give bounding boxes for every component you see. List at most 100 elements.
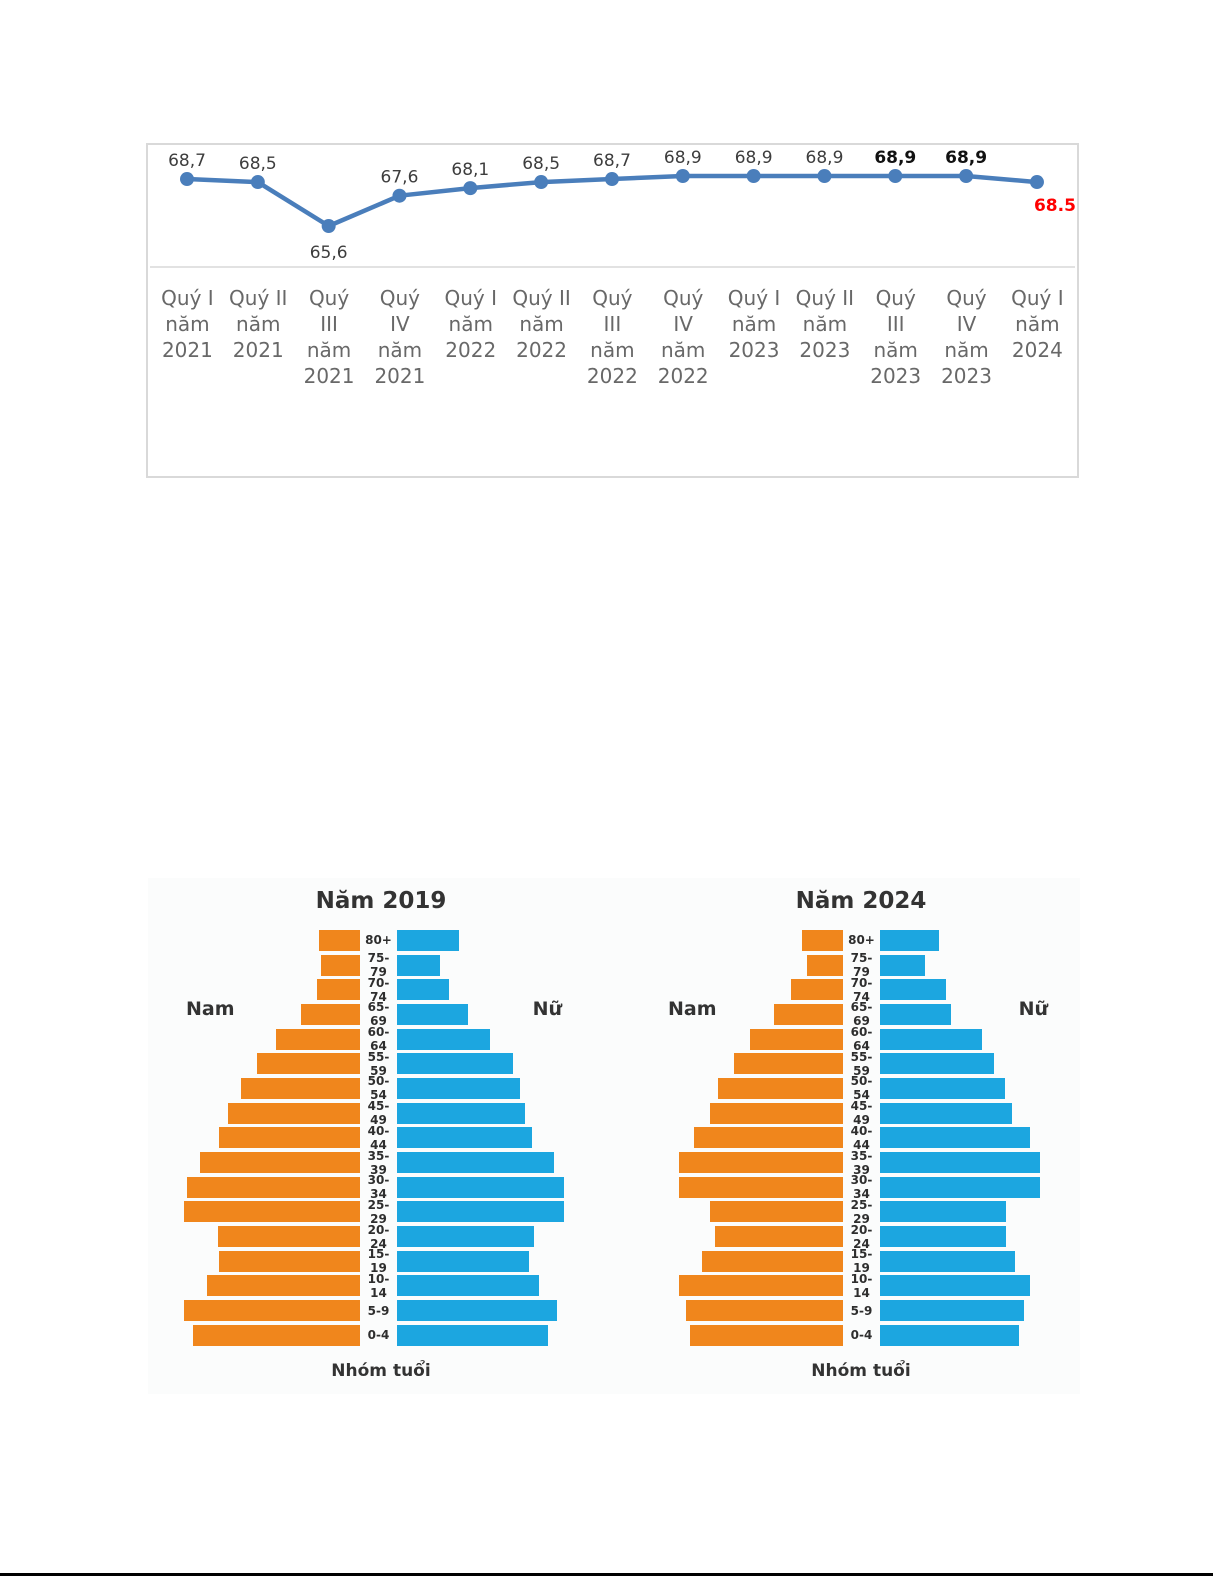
male-bar bbox=[718, 1077, 843, 1099]
male-bar bbox=[240, 1077, 360, 1099]
data-point bbox=[817, 169, 832, 183]
male-bar-cell bbox=[148, 1226, 360, 1248]
pyramid-row: 35-39 bbox=[148, 1149, 614, 1177]
age-group-label: 15-19 bbox=[850, 1247, 873, 1276]
x-axis-tick-label: Quý IV năm 2023 bbox=[941, 286, 992, 388]
age-group-label: 65-69 bbox=[367, 1000, 390, 1029]
male-bar-cell bbox=[614, 1053, 843, 1075]
male-bar-cell bbox=[614, 1250, 843, 1272]
male-bar-cell bbox=[614, 1176, 843, 1198]
female-bar-cell bbox=[397, 1102, 614, 1124]
pyramid-row: 50-54 bbox=[614, 1074, 1080, 1102]
pyramid-row: 25-29 bbox=[148, 1198, 614, 1226]
male-bar bbox=[791, 979, 843, 1001]
line-chart-x-axis: Quý I năm 2021 Quý II năm 2021 Quý III năm… bbox=[152, 285, 1073, 389]
female-bar bbox=[397, 929, 460, 951]
data-point-label: 68,5 bbox=[522, 154, 560, 174]
data-point bbox=[250, 175, 265, 190]
male-bar bbox=[709, 1201, 843, 1223]
age-group-label: 0-4 bbox=[367, 1328, 390, 1343]
female-bar-cell bbox=[880, 1275, 1080, 1297]
pyramid-row: 80+ bbox=[148, 928, 614, 953]
male-bar bbox=[219, 1127, 360, 1149]
male-bar-cell bbox=[614, 1152, 843, 1174]
female-bar bbox=[880, 1176, 1041, 1198]
male-bar bbox=[679, 1275, 843, 1297]
female-bar bbox=[397, 1152, 554, 1174]
male-bar-cell bbox=[148, 1324, 360, 1346]
male-bar bbox=[228, 1102, 360, 1124]
female-bar-cell bbox=[880, 1250, 1080, 1272]
female-bar bbox=[397, 1077, 520, 1099]
female-bar bbox=[880, 1324, 1019, 1346]
x-axis-tick-label: Quý II năm 2021 bbox=[229, 286, 288, 362]
male-bar bbox=[714, 1226, 843, 1248]
pyramid-row: 75-79 bbox=[148, 951, 614, 979]
age-group-label: 5-9 bbox=[367, 1303, 390, 1318]
x-axis-tick-label: Quý I năm 2023 bbox=[727, 286, 781, 362]
age-group-label: 10-14 bbox=[850, 1271, 873, 1300]
data-point bbox=[604, 172, 619, 187]
pyramid-row: 45-49 bbox=[148, 1099, 614, 1128]
female-bar bbox=[397, 979, 449, 1001]
male-bar-cell bbox=[614, 1077, 843, 1099]
pyramid-row: 10-14 bbox=[614, 1271, 1080, 1300]
female-bar bbox=[397, 1201, 565, 1223]
age-group-label: 60-64 bbox=[367, 1025, 390, 1054]
data-point-label: 67,6 bbox=[381, 168, 419, 188]
male-bar-cell bbox=[148, 1053, 360, 1075]
age-group-label: 25-29 bbox=[850, 1197, 873, 1226]
pyramid-row: 20-24 bbox=[148, 1223, 614, 1251]
pyramid-2019: Năm 2019 Nam Nữ 80+ 75-79 70-74 65-69 60-64 5… bbox=[148, 878, 614, 1394]
female-bar-cell bbox=[397, 1176, 614, 1198]
pyramid-row: 5-9 bbox=[148, 1298, 614, 1323]
female-bar-cell bbox=[397, 1250, 614, 1272]
page-bottom-rule bbox=[0, 1573, 1213, 1576]
male-bar bbox=[183, 1201, 360, 1223]
male-bar-cell bbox=[148, 954, 360, 976]
male-bar-cell bbox=[148, 1152, 360, 1174]
female-bar bbox=[397, 1102, 526, 1124]
age-group-label: 45-49 bbox=[367, 1099, 390, 1128]
pyramid-row: 65-69 bbox=[148, 1000, 614, 1029]
age-group-label: 55-59 bbox=[367, 1049, 390, 1078]
line-chart-plot: 68,7 68,5 65,6 67,6 68,1 68,5 68,7 68,9 68,9 68,9… bbox=[150, 148, 1076, 268]
female-bar-cell bbox=[880, 1102, 1080, 1124]
female-bar-cell bbox=[397, 1053, 614, 1075]
pyramid-row: 40-44 bbox=[614, 1124, 1080, 1152]
male-bar bbox=[219, 1250, 360, 1272]
pyramid-x-axis-label: Nhóm tuổi bbox=[811, 1361, 911, 1381]
female-bar bbox=[397, 954, 440, 976]
male-bar bbox=[320, 954, 360, 976]
x-axis-tick-label: Quý IV năm 2022 bbox=[657, 286, 709, 388]
x-axis-tick-label: Quý III năm 2022 bbox=[586, 286, 638, 388]
female-bar bbox=[397, 1127, 533, 1149]
male-bar-cell bbox=[148, 1003, 360, 1025]
data-point bbox=[959, 169, 974, 183]
pyramid-title: Năm 2024 bbox=[795, 888, 927, 914]
data-point-label: 68,9 bbox=[735, 148, 773, 168]
female-bar bbox=[397, 1003, 469, 1025]
female-side-label: Nữ bbox=[1018, 998, 1048, 1020]
male-bar bbox=[807, 954, 843, 976]
female-bar bbox=[397, 1275, 540, 1297]
female-bar bbox=[397, 1300, 558, 1322]
data-point bbox=[534, 175, 549, 190]
male-bar-cell bbox=[148, 979, 360, 1001]
age-group-label: 50-54 bbox=[367, 1074, 390, 1103]
female-side-label: Nữ bbox=[532, 998, 562, 1020]
male-bar bbox=[802, 929, 843, 951]
female-bar-cell bbox=[880, 1300, 1080, 1322]
female-bar bbox=[880, 1077, 1005, 1099]
male-bar bbox=[276, 1028, 360, 1050]
male-bar-cell bbox=[614, 929, 843, 951]
female-bar bbox=[880, 1275, 1030, 1297]
pyramid-row: 0-4 bbox=[148, 1323, 614, 1348]
age-group-label: 80+ bbox=[365, 933, 392, 948]
female-bar-cell bbox=[880, 1053, 1080, 1075]
female-bar-cell bbox=[880, 979, 1080, 1001]
pyramid-row: 70-74 bbox=[614, 976, 1080, 1004]
data-point-label: 68,9 bbox=[664, 148, 702, 168]
male-bar bbox=[256, 1053, 360, 1075]
age-group-label: 30-34 bbox=[850, 1173, 873, 1202]
